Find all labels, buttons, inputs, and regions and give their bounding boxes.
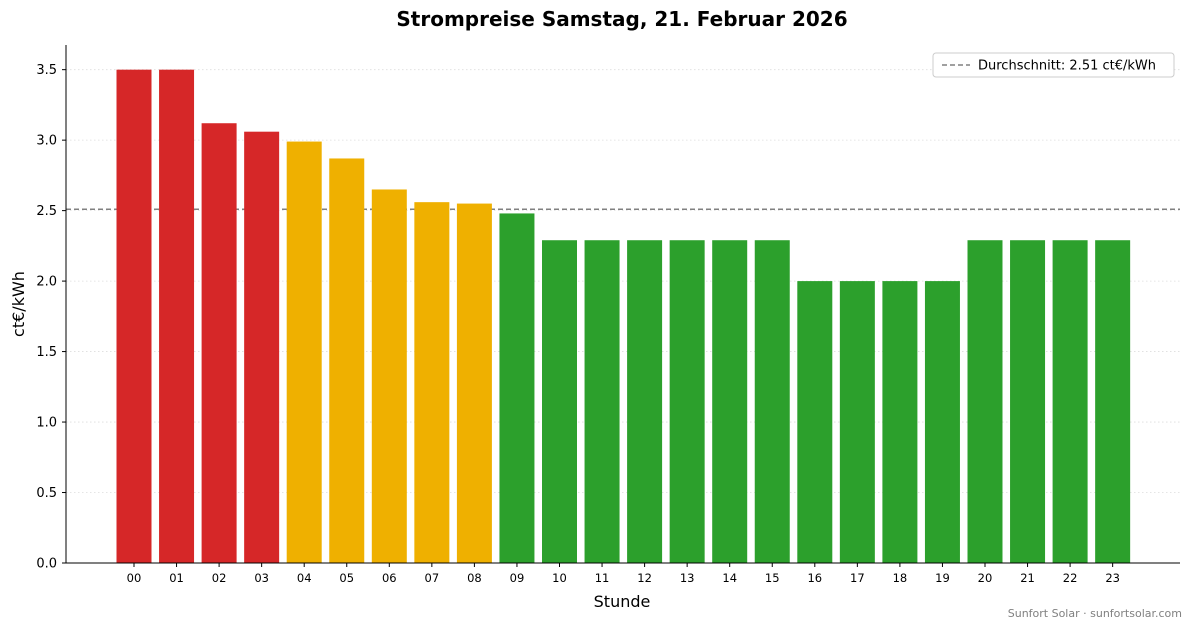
x-axis-title: Stunde [594,592,651,611]
x-tick-label: 17 [850,571,865,585]
y-tick-label: 2.5 [36,204,57,219]
bar-hour-01 [159,69,195,564]
y-ticks: 0.0 0.5 1.0 1.5 2.0 2.5 3.0 3.5 [36,63,66,572]
x-tick-label: 12 [637,571,652,585]
bar-hour-04 [286,141,322,564]
x-tick-label: 18 [893,571,908,585]
bar-hour-15 [754,240,790,563]
bar-hour-16 [797,281,833,563]
bar-hour-12 [627,240,663,563]
footer-credit: Sunfort Solar · sunfortsolar.com [1008,607,1182,620]
legend: Durchschnitt: 2.51 ct€/kWh [932,52,1175,78]
bar-hour-03 [244,131,280,563]
bar-hour-06 [371,189,407,563]
x-tick-label: 10 [552,571,567,585]
x-tick-label: 16 [807,571,822,585]
bar-hour-22 [1052,240,1088,563]
x-tick-label: 23 [1105,571,1120,585]
bar-hour-18 [882,281,918,563]
x-tick-label: 21 [1020,571,1035,585]
bar-hour-07 [414,202,450,563]
bar-hour-11 [584,240,620,563]
x-tick-label: 11 [595,571,610,585]
bar-hour-19 [924,281,960,563]
axes [65,45,1180,564]
x-tick-label: 09 [510,571,525,585]
x-tick-label: 04 [297,571,312,585]
y-axis-title: ct€/kWh [9,271,28,337]
x-tick-label: 05 [339,571,354,585]
x-tick-label: 13 [680,571,695,585]
bar-hour-17 [839,281,875,563]
y-tick-label: 0.0 [36,557,57,572]
bar-hour-23 [1095,240,1131,563]
legend-box [932,52,1175,78]
bars [116,69,1131,564]
bar-hour-13 [669,240,705,563]
x-tick-label: 19 [935,571,950,585]
y-tick-label: 1.0 [36,416,57,431]
chart-title: Strompreise Samstag, 21. Februar 2026 [396,7,847,31]
bar-hour-05 [329,158,365,563]
y-tick-label: 3.0 [36,134,57,149]
bar-hour-08 [456,203,492,564]
bar-hour-09 [499,213,535,563]
x-tick-label: 20 [978,571,993,585]
bar-hour-14 [712,240,748,563]
x-tick-label: 02 [212,571,227,585]
bar-hour-21 [1010,240,1046,563]
bar-hour-20 [967,240,1003,563]
x-tick-label: 15 [765,571,780,585]
y-tick-label: 0.5 [36,486,57,501]
bar-hour-10 [542,240,577,563]
y-tick-label: 3.5 [36,63,57,78]
y-tick-label: 2.0 [36,275,57,290]
x-ticks: 00 01 02 03 04 05 06 07 08 09 10 11 12 13 14 15 16 17 18 19… [127,563,1120,585]
x-tick-label: 03 [254,571,269,585]
y-tick-label: 1.5 [36,345,57,360]
x-tick-label: 07 [425,571,440,585]
x-tick-label: 08 [467,571,482,585]
x-tick-label: 00 [127,571,142,585]
legend-label-average: Durchschnitt: 2.51 ct€/kWh [978,59,1156,74]
x-tick-label: 06 [382,571,397,585]
bar-hour-00 [116,69,152,564]
x-tick-label: 01 [169,571,184,585]
x-tick-label: 22 [1063,571,1078,585]
x-tick-label: 14 [722,571,737,585]
bar-hour-02 [201,123,237,563]
